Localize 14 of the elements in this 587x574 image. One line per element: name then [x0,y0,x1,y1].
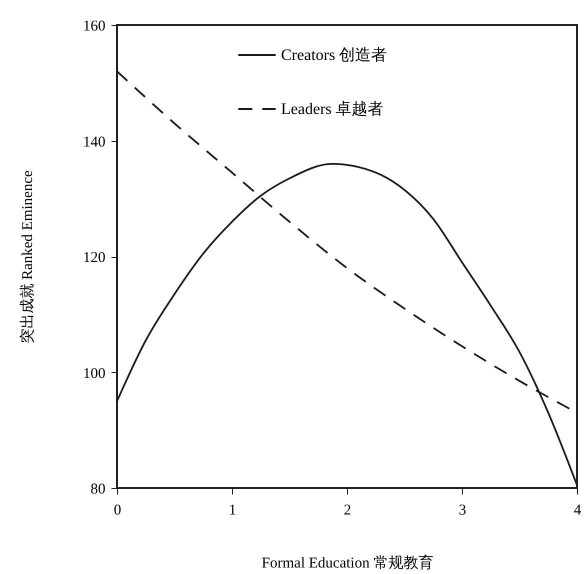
x-tick-label: 3 [458,502,466,518]
x-tick-label: 1 [228,502,236,518]
legend-label: Creators 创造者 [281,46,388,64]
x-tick-label: 4 [574,502,582,518]
y-tick-label: 100 [83,366,106,382]
x-tick-label: 0 [114,502,122,518]
y-tick-label: 80 [90,482,106,498]
x-axis-title: Formal Education 常规教育 [262,554,434,572]
x-tick-label: 2 [344,502,352,518]
y-tick-label: 160 [83,18,106,34]
y-axis-title: 突出成就 Ranked Eminence [19,170,36,344]
y-tick-label: 140 [83,134,106,150]
legend-label: Leaders 卓越者 [281,100,384,118]
y-tick-label: 120 [83,250,106,266]
